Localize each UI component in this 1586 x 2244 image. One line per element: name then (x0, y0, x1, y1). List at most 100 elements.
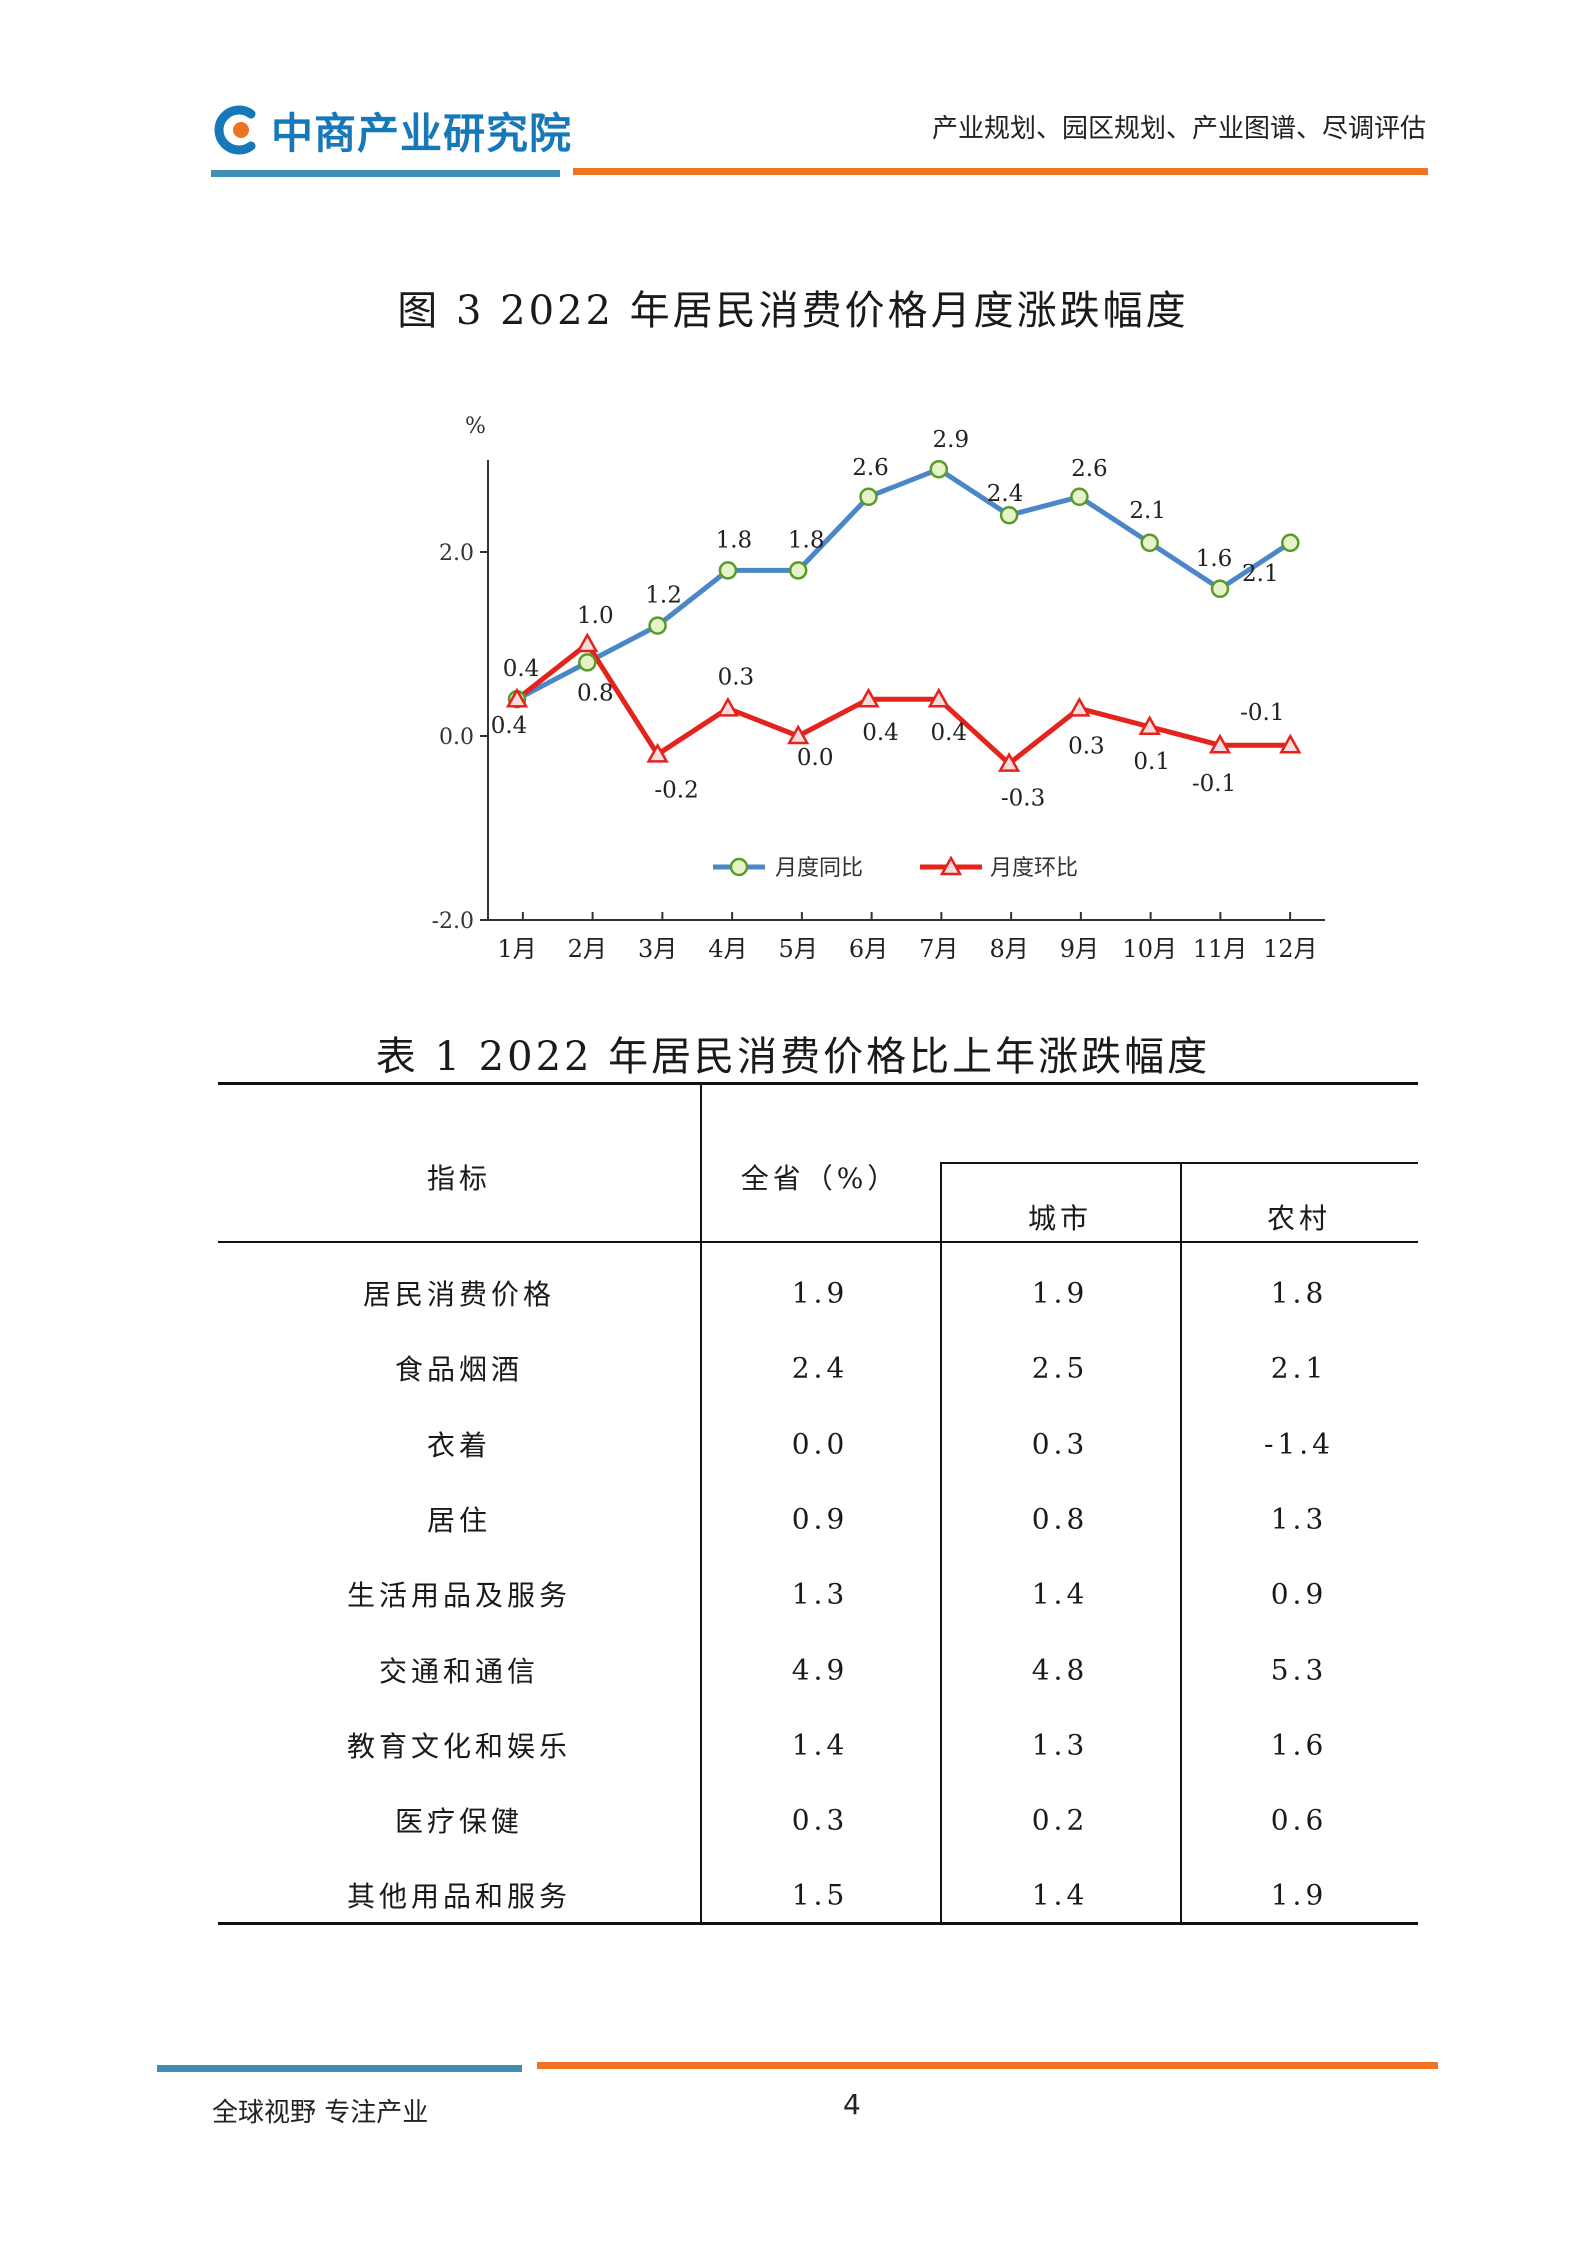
yoy-data-label: 2.1 (1129, 498, 1166, 524)
x-tick-label: 9月 (1060, 935, 1099, 963)
yoy-data-label: 1.6 (1196, 546, 1233, 572)
mom-data-label: 0.4 (862, 720, 899, 746)
y-tick-label: -2.0 (432, 909, 474, 934)
row-province-value: 1.9 (791, 1276, 849, 1310)
table-col-divider-3 (1180, 1162, 1182, 1924)
x-tick-label: 12月 (1263, 935, 1318, 963)
header-rural: 农村 (1266, 1202, 1332, 1235)
row-urban-value: 4.8 (1031, 1653, 1089, 1686)
yoy-point (1210, 579, 1230, 599)
row-province-value: 2.4 (791, 1351, 849, 1385)
yoy-point (1070, 487, 1089, 507)
mom-data-label: 0.3 (718, 664, 755, 690)
x-tick-label: 7月 (919, 935, 958, 963)
cpi-table: 指标 全省（%） 城市 农村 居民消费价格 1.9 1.9 1.8 食品烟酒 2.4 2.5… (218, 1082, 1418, 1925)
mom-data-label: -0.1 (1240, 700, 1284, 726)
x-tick-label: 8月 (989, 935, 1028, 963)
row-urban-value: 1.3 (1031, 1728, 1089, 1762)
row-urban-value: 2.5 (1031, 1351, 1089, 1385)
yoy-point (929, 459, 949, 479)
mom-point (927, 687, 950, 708)
row-indicator: 食品烟酒 (394, 1353, 524, 1387)
table-top-rule (218, 1082, 1418, 1085)
yoy-data-label: 2.6 (1071, 456, 1108, 482)
header-rule-orange (573, 168, 1428, 175)
logo-text: 中商产业研究院 (271, 108, 573, 158)
yoy-point (788, 561, 808, 580)
row-urban-value: 1.4 (1031, 1577, 1089, 1611)
x-tick-label: 10月 (1122, 935, 1177, 963)
x-tick-label: 11月 (1193, 935, 1248, 963)
x-tick-label: 2月 (568, 935, 607, 963)
y-tick-label: 2.0 (439, 541, 474, 566)
x-tick-label: 3月 (638, 935, 677, 963)
mom-point (646, 742, 669, 763)
mom-data-label: 0.1 (1133, 749, 1170, 775)
table-col-divider-1 (700, 1082, 702, 1924)
row-province-value: 1.5 (791, 1878, 849, 1912)
yoy-data-label: 2.9 (933, 427, 970, 453)
row-indicator: 衣着 (426, 1428, 492, 1462)
yoy-data-label: 1.2 (645, 583, 682, 609)
row-rural-value: 2.1 (1270, 1351, 1328, 1385)
yoy-point (648, 616, 667, 635)
mom-data-label: 0.4 (931, 720, 968, 746)
yoy-data-label: 2.4 (987, 481, 1024, 507)
y-unit-label: % (465, 414, 486, 439)
row-indicator: 生活用品及服务 (346, 1579, 572, 1613)
chart-svg: % 2.0 0.0 -2.0 1月 2月 3月 4月 5月 6月 7月 8月 9月 10月 11月 12月 0… (432, 414, 1325, 963)
row-indicator: 居住 (426, 1503, 492, 1537)
mom-point (1279, 733, 1302, 754)
footer-rule-blue (157, 2065, 522, 2072)
header-indicator: 指标 (426, 1162, 492, 1195)
yoy-point (718, 561, 738, 580)
yoy-point (1140, 533, 1159, 553)
row-rural-value: 1.9 (1270, 1878, 1328, 1912)
footer-rule-orange (537, 2062, 1438, 2069)
row-province-value: 0.0 (791, 1427, 849, 1461)
mom-point (1208, 733, 1232, 754)
row-province-value: 0.3 (791, 1803, 849, 1837)
row-indicator: 医疗保健 (394, 1805, 524, 1839)
page-number: 4 (843, 2088, 861, 2121)
legend-yoy-marker (729, 857, 749, 877)
yoy-point (578, 653, 597, 672)
series-line-yoy (515, 466, 1292, 702)
row-rural-value: 1.3 (1270, 1502, 1328, 1536)
mom-data-label: 1.0 (577, 603, 614, 629)
row-indicator: 教育文化和娱乐 (346, 1729, 572, 1763)
row-province-value: 4.9 (791, 1653, 849, 1686)
table-col-divider-2 (940, 1162, 942, 1924)
brand-logo: 中商产业研究院 (211, 101, 572, 159)
table-header-rule (218, 1241, 1418, 1243)
legend-mom-marker (939, 855, 963, 876)
yoy-data-label: 1.8 (788, 527, 825, 553)
mom-point (787, 724, 810, 745)
row-indicator: 其他用品和服务 (346, 1880, 572, 1914)
legend-mom-label: 月度环比 (990, 856, 1078, 881)
mom-point (857, 687, 880, 708)
yoy-data-label: 0.8 (577, 680, 614, 706)
yoy-point (859, 487, 878, 507)
row-urban-value: 1.9 (1031, 1276, 1089, 1310)
line-chart: % 2.0 0.0 -2.0 1月 2月 3月 4月 5月 6月 7月 8月 9月 10月 11月 12月 0… (395, 405, 1335, 1005)
row-urban-value: 0.3 (1031, 1427, 1089, 1461)
mom-data-label: 0.3 (1068, 733, 1105, 759)
row-province-value: 1.3 (791, 1577, 849, 1611)
yoy-data-label: 2.6 (852, 455, 889, 481)
row-urban-value: 1.4 (1031, 1878, 1089, 1912)
mom-point (716, 696, 740, 717)
yoy-data-label: 0.4 (491, 713, 528, 739)
mom-data-label: 0.0 (797, 745, 834, 771)
yoy-point (1281, 533, 1300, 553)
header-urban: 城市 (1027, 1202, 1093, 1235)
row-rural-value: 1.8 (1270, 1276, 1328, 1310)
row-indicator: 居民消费价格 (362, 1278, 556, 1311)
row-urban-value: 0.2 (1031, 1803, 1089, 1837)
mom-data-label: -0.3 (1001, 786, 1045, 812)
y-tick-label: 0.0 (439, 725, 474, 750)
header-rule-blue (211, 170, 560, 177)
row-rural-value: 0.6 (1270, 1803, 1328, 1837)
legend-yoy-label: 月度同比 (775, 856, 863, 881)
row-urban-value: 0.8 (1031, 1502, 1089, 1536)
